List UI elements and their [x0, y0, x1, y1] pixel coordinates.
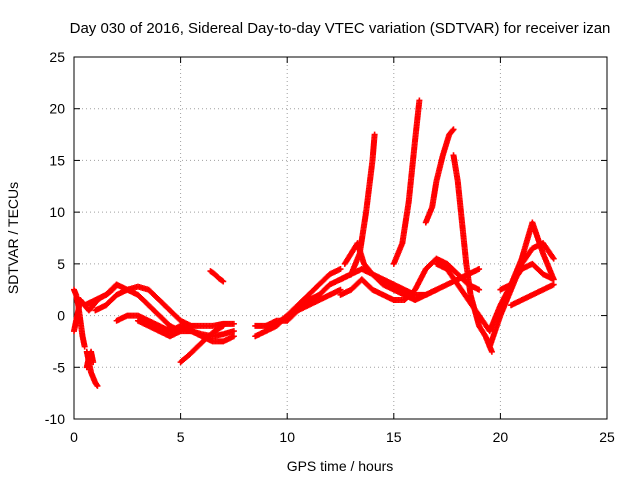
- x-tick-label: 5: [177, 429, 185, 445]
- y-tick-label: 25: [49, 49, 65, 65]
- data-point: [81, 343, 88, 350]
- data-point: [488, 348, 495, 355]
- data-point: [449, 127, 456, 134]
- plot-frame: [73, 56, 608, 420]
- data-point: [230, 333, 237, 340]
- series-arc-evening-1: [433, 260, 557, 335]
- x-tick-label: 25: [599, 429, 615, 445]
- series-arc-morning-2: [92, 283, 237, 329]
- series-arc-afternoon-2: [337, 255, 483, 304]
- series-arc-early-b: [71, 286, 88, 350]
- y-tick-label: 20: [49, 101, 65, 117]
- series-arc-morning-1: [81, 281, 184, 335]
- data-point: [220, 322, 227, 329]
- data-point: [476, 286, 483, 293]
- data-point: [371, 131, 378, 138]
- x-tick-label: 15: [386, 429, 402, 445]
- series-spike-18: [422, 126, 457, 226]
- y-tick-label: -5: [53, 359, 66, 375]
- data-point: [550, 281, 557, 288]
- data-point: [433, 286, 440, 293]
- data-point: [94, 382, 101, 389]
- y-tick-label: 10: [49, 204, 65, 220]
- series-arc-noon-3: [262, 266, 344, 329]
- series-arc-evening-4: [508, 281, 557, 309]
- y-tick-label: 0: [57, 308, 65, 324]
- data-point: [337, 286, 344, 293]
- y-axis-label: SDTVAR / TECUs: [5, 182, 21, 294]
- data-point: [450, 126, 457, 133]
- data-point: [90, 359, 97, 366]
- data-point: [220, 278, 227, 285]
- y-tick-label: 5: [57, 256, 65, 272]
- series-arc-dip: [177, 322, 227, 366]
- data-point: [550, 276, 557, 283]
- x-tick-label: 20: [493, 429, 509, 445]
- data-point: [230, 320, 237, 327]
- data-point: [230, 328, 237, 335]
- series-spike-16: [390, 97, 423, 267]
- data-point: [337, 266, 344, 273]
- x-tick-label: 10: [279, 429, 295, 445]
- series-arc-evening-3: [497, 219, 557, 293]
- series-arc-afternoon-3: [341, 240, 440, 304]
- series-spike-14: [348, 131, 378, 278]
- y-tick-label: -10: [45, 411, 65, 427]
- data-point: [476, 266, 483, 273]
- y-tick-label: 15: [49, 152, 65, 168]
- x-axis-label: GPS time / hours: [287, 458, 394, 474]
- chart-title: Day 030 of 2016, Sidereal Day-to-day VTE…: [70, 20, 611, 37]
- series-arc-morning-3: [113, 312, 237, 345]
- data-points: [71, 97, 557, 389]
- series-arc-early-d: [83, 348, 97, 371]
- x-tick-label: 0: [70, 429, 78, 445]
- series-arc-short: [207, 268, 227, 285]
- data-point: [550, 255, 557, 262]
- data-point: [416, 97, 423, 104]
